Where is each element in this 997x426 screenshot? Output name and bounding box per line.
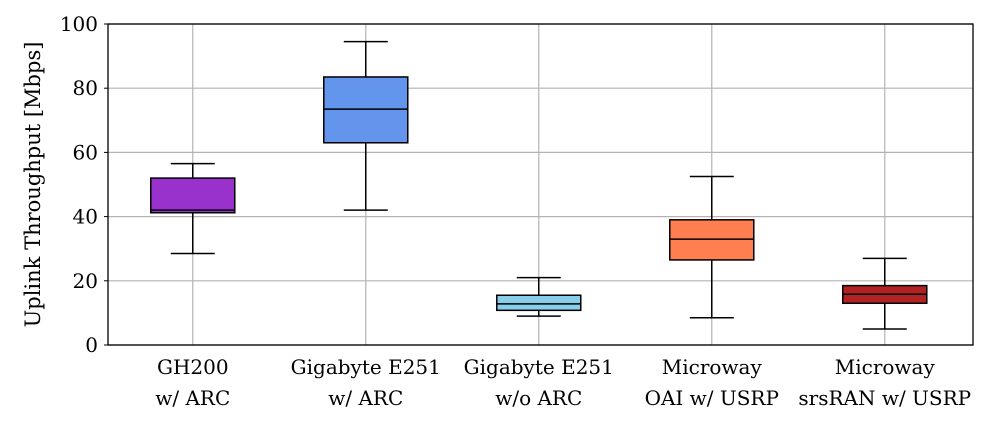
iqr-box — [669, 219, 755, 261]
x-tick-label: w/ ARC — [328, 386, 403, 410]
boxes — [150, 40, 928, 330]
plot-frame — [107, 23, 974, 346]
box-group — [323, 40, 409, 211]
x-tick-label: Gigabyte E251 — [291, 355, 441, 379]
y-axis-label: Uplink Throughput [Mbps] — [21, 42, 45, 328]
y-tick-label: 80 — [73, 76, 98, 100]
x-tick-label: srsRAN w/ USRP — [798, 386, 971, 410]
x-tick-label: w/ ARC — [155, 386, 230, 410]
x-tick-label: Microway — [835, 355, 936, 379]
x-tick-label: Microway — [662, 355, 763, 379]
y-tick-label: 40 — [73, 205, 98, 229]
iqr-box — [496, 294, 582, 312]
iqr-box — [150, 177, 236, 214]
y-tick-labels: 0 20 40 60 80 100 — [60, 12, 108, 357]
x-tick-label: OAI w/ USRP — [645, 386, 779, 410]
x-tick-label: w/o ARC — [495, 386, 582, 410]
box-group — [496, 276, 582, 317]
box-group — [669, 175, 755, 319]
y-tick-label: 0 — [85, 333, 98, 357]
x-tick-label: GH200 — [157, 355, 229, 379]
y-tick-label: 20 — [73, 269, 98, 293]
y-tick-label: 60 — [73, 140, 98, 164]
iqr-box — [323, 76, 409, 144]
box-group — [842, 257, 928, 330]
x-tick-labels: GH200 w/ ARC Gigabyte E251 w/ ARC Gigabyte E… — [155, 355, 971, 410]
y-tick-label: 100 — [60, 12, 98, 36]
x-tick-label: Gigabyte E251 — [464, 355, 614, 379]
box-group — [150, 162, 236, 255]
